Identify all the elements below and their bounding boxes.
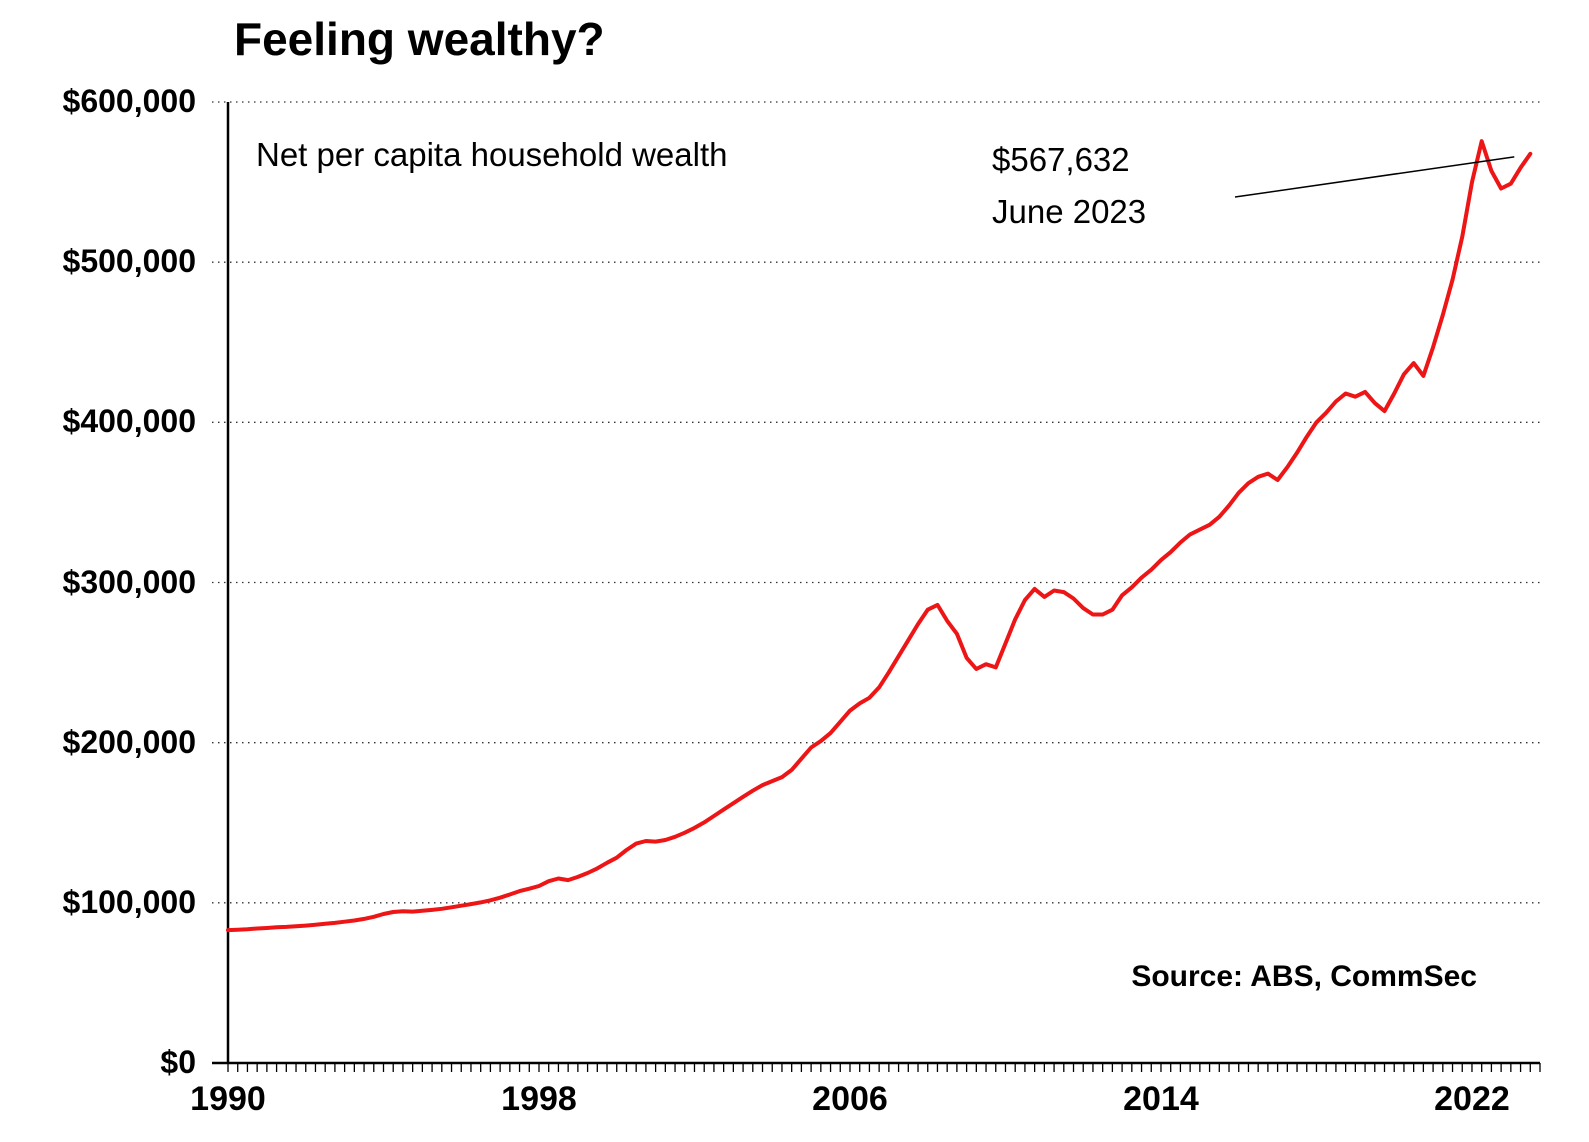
- y-axis-label: $200,000: [62, 723, 196, 760]
- y-axis-label: $400,000: [62, 403, 196, 440]
- series-label: Net per capita household wealth: [256, 136, 728, 173]
- wealth-line-series: [226, 139, 1533, 933]
- x-axis-label: 1990: [190, 1080, 266, 1118]
- y-axis-label: $0: [160, 1044, 196, 1080]
- x-axis-label: 2014: [1123, 1080, 1199, 1118]
- source-label: Source: ABS, CommSec: [1131, 960, 1477, 993]
- y-axis-label: $100,000: [62, 883, 196, 920]
- y-axis-label: $600,000: [62, 83, 196, 119]
- annotation-date: June 2023: [992, 193, 1147, 230]
- y-axis-label: $300,000: [62, 563, 196, 600]
- x-axis-label: 2022: [1434, 1080, 1510, 1118]
- annotation-pointer-line: [1234, 156, 1515, 198]
- last-value-annotation: $567,632 June 2023: [992, 134, 1146, 238]
- x-axis-label: 2006: [812, 1080, 888, 1118]
- chart-title: Feeling wealthy?: [234, 13, 605, 65]
- x-axis-label: 1998: [501, 1080, 577, 1118]
- annotation-value: $567,632: [992, 141, 1130, 178]
- y-axis-label: $500,000: [62, 243, 196, 280]
